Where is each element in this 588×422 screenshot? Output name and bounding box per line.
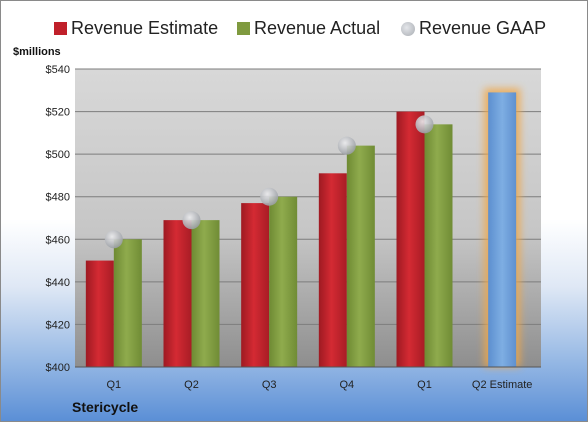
bar-actual: [113, 239, 142, 367]
legend: Revenue Estimate Revenue Actual Revenue …: [1, 18, 587, 42]
x-tick-label: Q1: [417, 379, 432, 391]
y-tick-label: $420: [46, 319, 70, 331]
legend-swatch-gaap: [401, 21, 415, 36]
x-tick-label: Q1: [106, 379, 121, 391]
plot-area: [75, 69, 541, 367]
bar-actual: [346, 145, 375, 367]
gaap-point: [260, 187, 279, 206]
x-tick-label: Q2 Estimate: [472, 379, 533, 391]
legend-item-revenue-actual: Revenue Actual: [237, 18, 380, 39]
bar-estimate: [318, 173, 347, 367]
x-tick-label: Q2: [184, 379, 199, 391]
legend-item-revenue-gaap: Revenue GAAP: [401, 18, 546, 39]
y-tick-label: $500: [46, 149, 70, 161]
x-tick-label: Q3: [262, 379, 277, 391]
bar-actual: [191, 220, 220, 367]
legend-label-estimate: Revenue Estimate: [71, 18, 219, 38]
company-name: Stericycle: [72, 399, 139, 415]
y-axis-unit-label: $millions: [13, 46, 61, 58]
legend-swatch-actual: [237, 22, 250, 35]
bar-estimate: [241, 203, 270, 367]
y-tick-label: $480: [46, 192, 70, 204]
legend-swatch-estimate: [54, 22, 67, 35]
y-axis-ticks: $400 $420 $440 $460 $480 $500 $520 $540: [46, 64, 70, 374]
data-marks: [85, 88, 521, 368]
y-tick-label: $400: [46, 362, 70, 374]
legend-label-actual: Revenue Actual: [254, 18, 381, 38]
bar-estimate: [163, 220, 192, 367]
gaap-point: [182, 211, 201, 230]
y-tick-label: $520: [46, 107, 70, 119]
y-tick-label: $440: [46, 277, 70, 289]
x-tick-label: Q4: [339, 379, 354, 391]
bar-actual: [424, 124, 453, 367]
legend-item-revenue-estimate: Revenue Estimate: [54, 18, 218, 39]
y-tick-label: $460: [46, 234, 70, 246]
y-tick-label: $540: [46, 64, 70, 76]
x-axis-ticks: Q1 Q2 Q3 Q4 Q1 Q2 Estimate: [75, 366, 541, 391]
bar-estimate: [396, 111, 425, 367]
bar-actual: [269, 196, 298, 367]
gaap-point: [415, 115, 434, 134]
gaap-point: [104, 230, 123, 249]
gaap-point: [337, 136, 356, 155]
bar-estimate: [488, 92, 517, 368]
bar-estimate: [85, 260, 114, 367]
legend-label-gaap: Revenue GAAP: [419, 18, 547, 38]
